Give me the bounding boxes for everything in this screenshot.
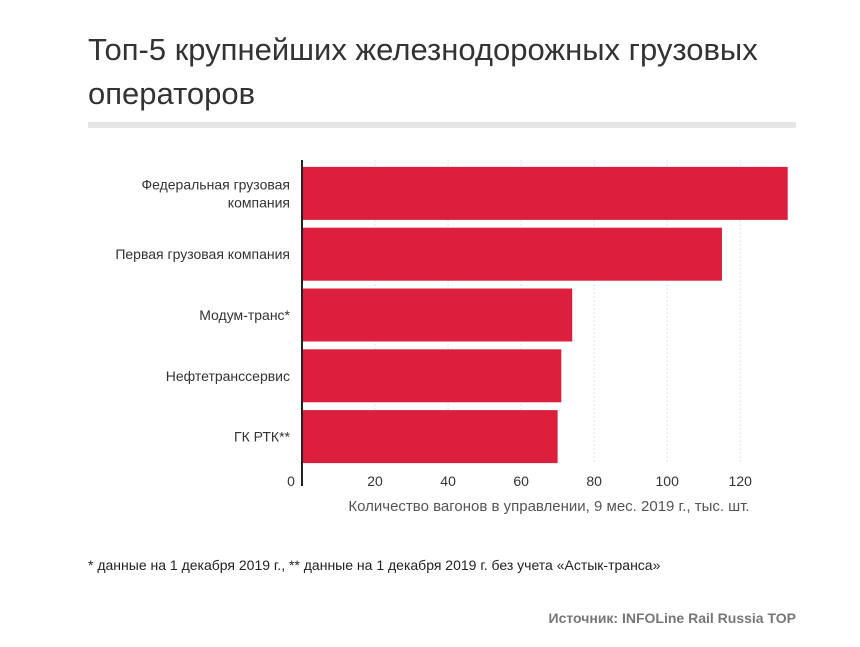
- title-divider: [88, 122, 796, 128]
- bar: [302, 410, 558, 464]
- footnote: * данные на 1 декабря 2019 г., ** данные…: [88, 557, 661, 573]
- category-label: Федеральная грузовая: [141, 176, 290, 192]
- x-axis-label: Количество вагонов в управлении, 9 мес. …: [348, 498, 750, 515]
- category-label: компания: [228, 194, 290, 210]
- bar: [302, 227, 722, 281]
- x-tick-label: 100: [656, 473, 680, 489]
- x-tick-label: 60: [513, 473, 529, 489]
- bar: [302, 349, 562, 403]
- x-tick-label: 40: [440, 473, 456, 489]
- chart-title: Топ-5 крупнейших железнодорожных грузовы…: [88, 32, 758, 111]
- x-tick-label: 120: [729, 473, 753, 489]
- x-tick-label: 20: [367, 473, 383, 489]
- bar: [302, 288, 573, 342]
- x-tick-label: 80: [586, 473, 602, 489]
- category-label: Модум-транс*: [199, 307, 290, 323]
- x-tick-label: 0: [287, 473, 295, 489]
- category-label: Первая грузовая компания: [115, 246, 290, 262]
- bar: [302, 166, 788, 220]
- category-label: ГК РТК**: [234, 429, 290, 445]
- source-note: Источник: INFOLine Rail Russia TOP: [548, 610, 796, 626]
- category-label: Нефтетранссервис: [166, 368, 290, 384]
